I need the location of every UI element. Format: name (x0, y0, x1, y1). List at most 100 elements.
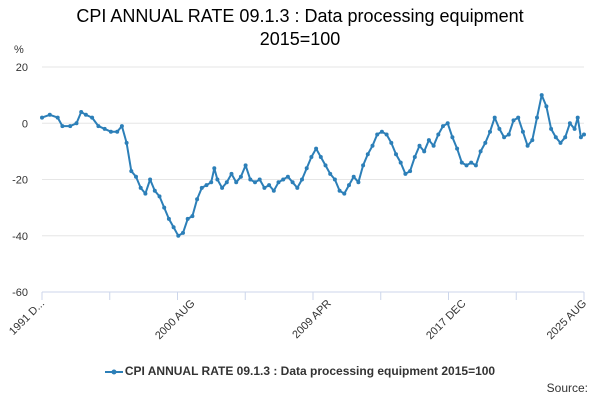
x-tick-label: 2025 AUG (545, 298, 589, 342)
y-axis-label: % (14, 44, 24, 56)
x-tick-label: 2009 APR (290, 298, 334, 342)
data-point (356, 180, 361, 185)
data-point (361, 163, 366, 168)
data-point (40, 115, 44, 120)
data-point (417, 143, 422, 148)
data-point (90, 115, 95, 120)
data-point (166, 216, 171, 221)
data-point (426, 138, 431, 143)
data-point (582, 132, 586, 137)
data-point (502, 135, 507, 140)
data-point (238, 174, 243, 179)
data-point (483, 140, 488, 145)
data-point (83, 112, 88, 117)
series-layer (40, 93, 586, 238)
data-point (578, 135, 583, 140)
legend[interactable]: CPI ANNUAL RATE 09.1.3 : Data processing… (0, 364, 600, 378)
data-point (478, 149, 483, 154)
data-point (243, 163, 248, 168)
x-tick-label: 1991 D... (7, 298, 47, 338)
data-point (215, 177, 220, 182)
data-point (68, 124, 73, 129)
data-point (209, 180, 214, 185)
data-point (332, 177, 337, 182)
data-point (290, 180, 295, 185)
data-point (229, 171, 234, 176)
data-point (129, 169, 134, 174)
data-point (224, 180, 229, 185)
data-point (248, 177, 253, 182)
data-point (300, 177, 304, 182)
data-point (516, 115, 521, 120)
data-point (79, 110, 84, 114)
data-point (134, 174, 138, 179)
data-point (558, 140, 563, 145)
data-point (337, 188, 342, 193)
data-point (281, 177, 286, 182)
series-line (41, 94, 585, 237)
data-point (199, 185, 204, 190)
data-point (525, 143, 530, 148)
data-point (544, 104, 549, 109)
data-point (55, 115, 60, 120)
data-point (459, 160, 464, 165)
data-point (318, 155, 323, 159)
data-point (96, 124, 101, 129)
data-point (422, 149, 427, 154)
data-point (497, 126, 502, 131)
data-point (102, 126, 107, 131)
data-point (408, 169, 413, 174)
data-point (124, 140, 129, 145)
data-point (204, 183, 209, 188)
data-point (520, 129, 525, 134)
data-point (253, 180, 257, 185)
data-point (389, 140, 394, 145)
data-point (171, 225, 176, 230)
data-point (108, 129, 113, 134)
x-tick-label: 2000 AUG (153, 298, 197, 342)
data-point (384, 132, 389, 137)
data-point (455, 146, 460, 151)
data-point (365, 152, 370, 157)
legend-line-marker-icon (104, 369, 123, 375)
data-point (553, 135, 558, 140)
data-point (162, 205, 167, 210)
data-point (575, 115, 580, 120)
data-point (195, 197, 200, 202)
gridlines (42, 66, 584, 293)
data-point (257, 177, 262, 182)
data-point (328, 171, 333, 176)
y-tick-label: 20 (16, 62, 28, 74)
data-point (148, 177, 153, 182)
data-point (436, 132, 441, 137)
data-point (398, 160, 403, 165)
data-point (234, 180, 239, 185)
data-point (492, 115, 497, 120)
y-tick-label: -60 (12, 287, 28, 299)
data-point (212, 166, 217, 171)
y-tick-label: -20 (12, 175, 28, 187)
source-label: Source: (546, 381, 588, 395)
legend-label: CPI ANNUAL RATE 09.1.3 : Data processing… (124, 364, 496, 378)
chart-title-line2: 2015=100 (259, 29, 341, 49)
data-point (276, 180, 281, 185)
data-point (138, 185, 143, 190)
data-point (445, 121, 450, 126)
data-point (157, 194, 162, 199)
data-point (119, 124, 124, 129)
data-point (379, 129, 384, 134)
data-point (431, 143, 436, 148)
data-point (469, 160, 474, 165)
data-point (60, 124, 65, 129)
data-point (190, 214, 195, 219)
data-point (262, 185, 267, 190)
data-point (473, 163, 478, 168)
data-point (314, 146, 319, 151)
data-point (375, 132, 380, 137)
data-point (394, 152, 398, 157)
data-point (506, 132, 511, 137)
data-point (572, 126, 577, 131)
data-point (115, 129, 120, 134)
data-point (530, 138, 535, 143)
